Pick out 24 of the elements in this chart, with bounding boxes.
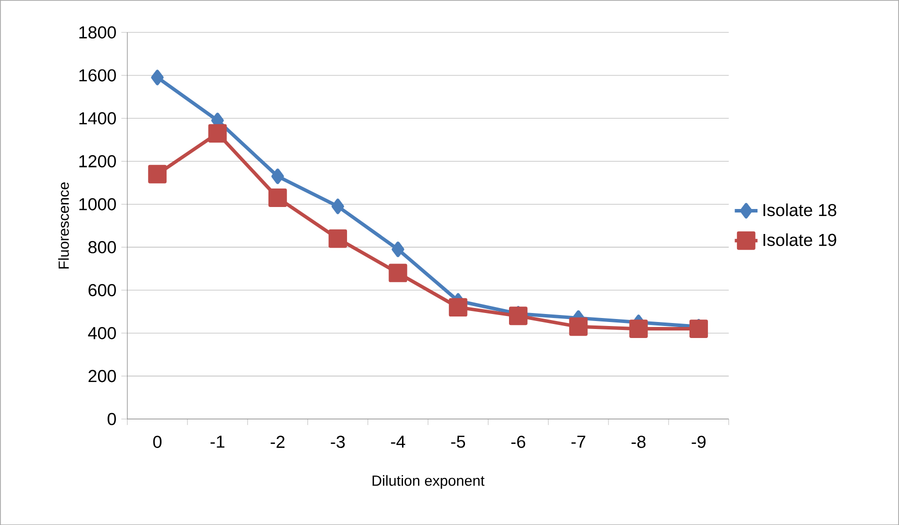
x-tick-label: 0 <box>153 436 162 448</box>
x-tick-label: -3 <box>330 436 345 448</box>
legend-label: Isolate 18 <box>764 203 836 216</box>
x-tick-label: -2 <box>270 436 284 448</box>
y-tick-label: 0 <box>108 412 116 425</box>
y-tick-label: 800 <box>88 240 116 254</box>
x-axis-title: Dilution exponent <box>372 474 485 489</box>
y-axis-title: Fluorescence <box>58 182 69 268</box>
x-tick-label: -1 <box>210 436 224 448</box>
y-tick-label: 200 <box>88 370 116 382</box>
y-tick-label: 600 <box>88 284 116 296</box>
y-tick-label: 1600 <box>79 69 116 82</box>
legend-label: Isolate 19 <box>764 233 836 246</box>
y-tick-label: 1400 <box>79 112 116 124</box>
x-tick-label: -8 <box>632 436 646 448</box>
x-tick-label: -9 <box>692 436 706 448</box>
y-tick-label: 1200 <box>79 154 116 168</box>
x-tick-label: -7 <box>571 436 586 448</box>
y-tick-label: 1800 <box>79 26 116 38</box>
x-tick-label: -5 <box>451 436 466 448</box>
y-tick-label: 400 <box>88 326 116 340</box>
x-tick-label: -4 <box>391 436 406 448</box>
y-tick-label: 1000 <box>79 198 116 210</box>
x-tick-label: -6 <box>511 436 526 448</box>
